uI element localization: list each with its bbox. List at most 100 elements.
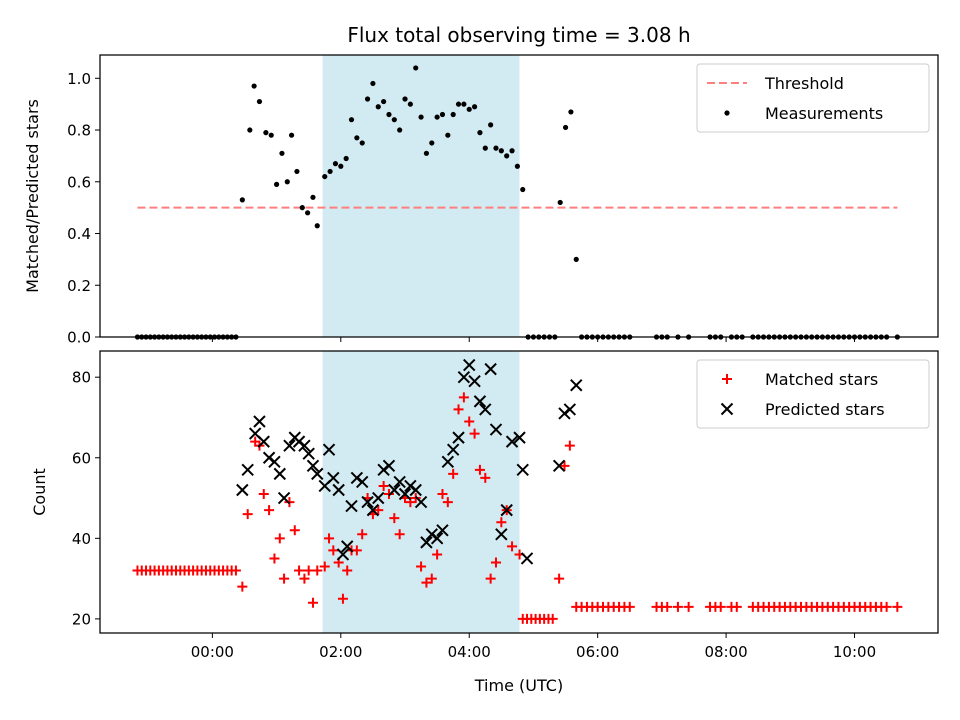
measurement-point	[343, 155, 349, 162]
predicted-star-point	[436, 524, 449, 537]
predicted-star-point	[273, 467, 287, 481]
predicted-star-point	[332, 483, 345, 497]
predicted-star-point	[516, 463, 529, 477]
measurement-point	[429, 140, 435, 146]
predicted-star-point	[253, 415, 266, 428]
measurement-point	[461, 101, 467, 107]
matched-star-point	[324, 533, 335, 544]
matched-star-point	[881, 601, 892, 612]
count-plot-area	[132, 358, 903, 624]
predicted-star-point	[336, 548, 350, 561]
legend-label: Predicted stars	[765, 400, 885, 419]
measurement-point	[493, 145, 499, 151]
measurement-point	[332, 161, 339, 167]
matched-star-point	[731, 601, 742, 612]
measurement-point	[273, 181, 280, 187]
measurement-point	[288, 132, 295, 138]
measurement-point	[359, 140, 365, 146]
measurement-point	[455, 101, 462, 107]
measurement-point	[375, 104, 381, 110]
measurement-point	[397, 127, 403, 133]
ratio-legend: Threshold Measurements	[696, 63, 930, 133]
predicted-star-point	[241, 463, 254, 477]
x-tick-label: 02:00	[319, 643, 362, 661]
predicted-star-point	[345, 499, 358, 513]
predicted-star-point	[268, 455, 281, 468]
predicted-star-point	[520, 552, 534, 565]
matched-star-point	[547, 613, 558, 624]
predicted-star-point	[311, 467, 324, 481]
predicted-star-point	[500, 503, 513, 517]
predicted-star-point	[513, 431, 526, 444]
matched-star-point	[485, 573, 496, 584]
measurement-point	[450, 111, 456, 118]
measurement-point	[348, 117, 355, 123]
matched-star-point	[328, 545, 339, 556]
predicted-star-point	[463, 358, 476, 372]
matched-star-point	[490, 557, 501, 568]
predicted-star-point	[257, 435, 270, 448]
matched-star-point	[299, 573, 310, 584]
matched-star-point	[554, 573, 565, 584]
count-y-axis-label: Count	[30, 468, 49, 516]
measurement-point	[364, 96, 371, 102]
predicted-star-point	[356, 475, 369, 489]
predicted-star-point	[441, 455, 455, 468]
measurement-point	[381, 98, 387, 105]
predicted-star-point	[563, 403, 577, 416]
measurement-point	[434, 114, 440, 120]
predicted-star-point	[382, 459, 396, 473]
measurement-point	[509, 148, 515, 154]
measurement-point	[279, 150, 285, 156]
predicted-star-point	[366, 503, 380, 517]
legend-matched-swatch	[722, 374, 732, 384]
measurement-point	[445, 132, 451, 138]
legend-label: Measurements	[765, 104, 883, 123]
matched-star-point	[303, 565, 314, 576]
matched-star-point	[421, 577, 432, 588]
x-tick-label: 06:00	[576, 643, 619, 661]
measurement-point	[239, 197, 245, 203]
measurement-point	[488, 122, 494, 128]
highlight-span-bottom	[322, 351, 520, 633]
predicted-star-point	[361, 495, 374, 509]
chart-title: Flux total observing time = 3.08 h	[347, 23, 690, 47]
matched-star-point	[274, 533, 285, 544]
measurement-point	[477, 130, 483, 136]
matched-star-point	[373, 505, 384, 516]
x-tick-label: 08:00	[704, 643, 747, 661]
matched-star-point	[474, 464, 485, 475]
count-legend: Matched stars Predicted stars	[696, 359, 930, 429]
measurement-point	[466, 106, 472, 112]
predicted-star-point	[479, 403, 492, 416]
x-tick-label: 00:00	[191, 643, 234, 661]
measurement-point	[251, 83, 257, 89]
y-tick-label: 20	[72, 610, 91, 628]
matched-star-point	[357, 529, 368, 540]
predicted-star-point	[372, 491, 385, 505]
matched-star-point	[426, 573, 437, 584]
matched-star-point	[269, 553, 280, 564]
predicted-star-point	[468, 375, 481, 388]
predicted-star-point	[283, 439, 296, 452]
matched-star-point	[892, 601, 903, 612]
matched-star-point	[480, 472, 491, 483]
matched-star-point	[242, 509, 253, 520]
count-axes-frame	[99, 350, 939, 634]
matched-star-point	[294, 565, 305, 576]
measurement-point	[294, 168, 300, 175]
predicted-star-point	[388, 483, 401, 497]
measurement-point	[439, 111, 446, 118]
matched-star-point	[464, 416, 475, 427]
matched-star-point	[496, 517, 507, 528]
predicted-star-point	[505, 435, 519, 448]
measurement-point	[314, 223, 320, 229]
predicted-star-point	[306, 459, 320, 473]
measurement-point	[263, 130, 269, 136]
measurement-point	[423, 150, 430, 156]
measurement-point	[338, 163, 344, 169]
predicted-star-point	[277, 491, 291, 505]
measurement-point	[299, 205, 305, 211]
measurement-point	[310, 194, 316, 200]
